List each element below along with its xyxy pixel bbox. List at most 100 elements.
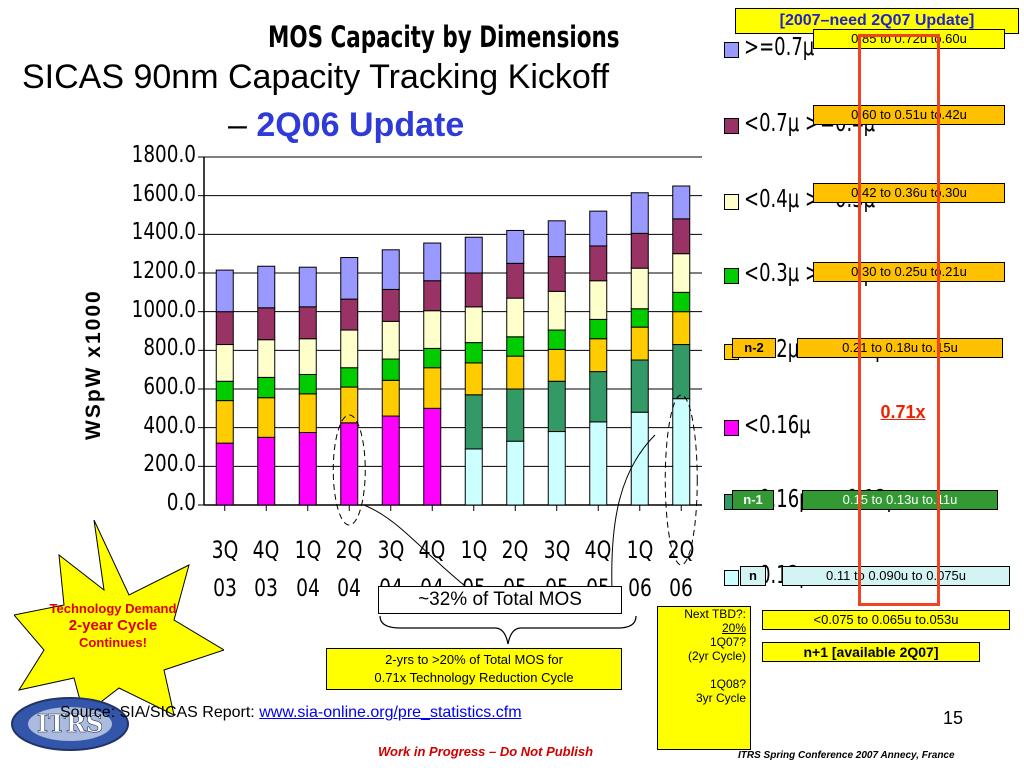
- generation-box-9: n+1 [available 2Q07]: [762, 642, 980, 662]
- bar-segment: [257, 307, 276, 341]
- callout-connector: [363, 504, 471, 591]
- generation-box-7: 0.11 to 0.090u to 0.075u: [782, 566, 1010, 586]
- bar-segment: [298, 338, 317, 376]
- x-tick-label-top: 2Q: [667, 536, 695, 564]
- bar-segment: [506, 355, 525, 390]
- bar-segment: [630, 326, 649, 361]
- x-tick-label-top: 2Q: [501, 536, 529, 564]
- bar-segment: [589, 280, 608, 320]
- x-tick-label-top: 4Q: [418, 536, 446, 564]
- bar-segment: [464, 272, 483, 308]
- bar-segment: [298, 266, 317, 308]
- bar-segment: [672, 311, 691, 346]
- x-tick-label-bottom: 06: [669, 574, 694, 602]
- y-tick-label: 1400.0: [131, 219, 196, 246]
- bar-segment: [672, 398, 691, 506]
- bar-segment: [547, 256, 566, 292]
- footer-conference: ITRS Spring Conference 2007 Annecy, Fran…: [738, 750, 955, 761]
- bar-segment: [340, 422, 359, 506]
- y-tick-label: 1600.0: [131, 180, 196, 207]
- bar-segment: [672, 185, 691, 220]
- generation-box-8: <0.075 to 0.065u to.053u: [762, 610, 1010, 630]
- y-tick-label: 1800.0: [131, 142, 196, 168]
- bar-segment: [506, 336, 525, 357]
- callout-brace: [379, 615, 637, 645]
- slide-title: SICAS 90nm Capacity Tracking Kickoff: [22, 58, 610, 96]
- x-tick-label-top: 1Q: [626, 536, 654, 564]
- legend-label: >=0.7μ: [744, 32, 815, 61]
- bar-segment: [423, 407, 442, 506]
- bar-segment: [547, 290, 566, 331]
- bar-segment: [630, 267, 649, 310]
- bar-segment: [464, 236, 483, 274]
- bar-segment: [298, 393, 317, 434]
- bar-segment: [506, 297, 525, 338]
- y-tick-label: 200.0: [143, 451, 196, 478]
- update-label: 2Q06 Update: [256, 106, 465, 144]
- next-tbd-line-2: 20%: [721, 621, 746, 635]
- bar-segment: [589, 210, 608, 247]
- bar-segment: [464, 448, 483, 506]
- bar-segment: [672, 344, 691, 400]
- tech-demand-line-3: Continues!: [79, 635, 147, 650]
- x-tick-label-top: 1Q: [294, 536, 322, 564]
- bar-segment: [340, 298, 359, 331]
- next-tbd-line-7: 3yr Cycle: [695, 691, 746, 705]
- tag-n-1: n-1: [732, 490, 774, 510]
- logo-text: ITRS: [37, 709, 103, 738]
- x-tick-label-top: 1Q: [460, 536, 488, 564]
- slide-subtitle: – 2Q06 Update: [228, 106, 464, 145]
- bar-segment: [257, 265, 276, 309]
- bar-segment: [423, 310, 442, 349]
- highlight-ellipse: [332, 414, 366, 526]
- bar-segment: [589, 371, 608, 423]
- bar-segment: [257, 397, 276, 438]
- bar-segment: [298, 374, 317, 395]
- legend-swatch: [724, 570, 739, 586]
- page-number: 15: [943, 708, 964, 728]
- tech-demand-line-1: Technology Demand: [49, 601, 177, 616]
- cycle-callout-line-1: 2-yrs to >20% of Total MOS for: [385, 652, 563, 667]
- source-link[interactable]: www.sia-online.org/pre_statistics.cfm: [259, 704, 522, 721]
- bar-segment: [464, 342, 483, 364]
- bar-segment: [381, 288, 400, 322]
- reduction-highlight-frame: [858, 34, 940, 606]
- next-tbd-box: Next TBD?: 20% 1Q07? (2yr Cycle) 1Q08? 3…: [657, 606, 751, 750]
- bar-segment: [340, 329, 359, 369]
- bar-segment: [340, 367, 359, 388]
- next-tbd-line-1: Next TBD?:: [684, 607, 746, 621]
- bar-segment: [215, 269, 234, 313]
- y-tick-label: 1200.0: [131, 258, 196, 284]
- bar-segment: [672, 218, 691, 255]
- tag-n-2: n-2: [732, 338, 776, 358]
- bar-segment: [672, 291, 691, 313]
- bar-segment: [630, 192, 649, 234]
- generation-box-5: 0.21 to 0.18u to.15u: [797, 338, 1003, 358]
- bar-segment: [340, 257, 359, 300]
- bar-segment: [506, 388, 525, 442]
- source-prefix: Source: SIA/SICAS Report:: [60, 704, 255, 721]
- x-tick-label-bottom: 06: [627, 574, 652, 602]
- bar-segment: [298, 306, 317, 340]
- technology-demand-starburst: [14, 520, 224, 715]
- source-line: Source: SIA/SICAS Report: www.sia-online…: [60, 704, 522, 722]
- bar-segment: [423, 347, 442, 369]
- next-tbd-line-3: 1Q07?: [709, 635, 746, 649]
- x-tick-label-top: 3Q: [543, 536, 571, 564]
- cycle-callout: 2-yrs to >20% of Total MOS for 0.71x Tec…: [326, 648, 622, 690]
- bar-segment: [215, 442, 234, 506]
- share-callout: ~32% of Total MOS: [378, 586, 622, 614]
- bar-segment: [547, 220, 566, 258]
- legend-label: <0.16μ: [744, 410, 811, 439]
- legend-swatch: [724, 268, 739, 284]
- x-tick-label-top: 3Q: [377, 536, 405, 564]
- next-tbd-line-4: (2yr Cycle): [687, 649, 746, 663]
- bar-segment: [630, 411, 649, 506]
- bar-segment: [506, 262, 525, 299]
- generation-box-4: 0.30 to 0.25u to.21u: [813, 262, 1005, 282]
- chart-title: MOS Capacity by Dimensions: [268, 20, 620, 54]
- y-tick-label: 400.0: [143, 412, 196, 439]
- legend-swatch: [724, 118, 739, 134]
- bar-segment: [464, 306, 483, 344]
- bar-segment: [423, 242, 442, 282]
